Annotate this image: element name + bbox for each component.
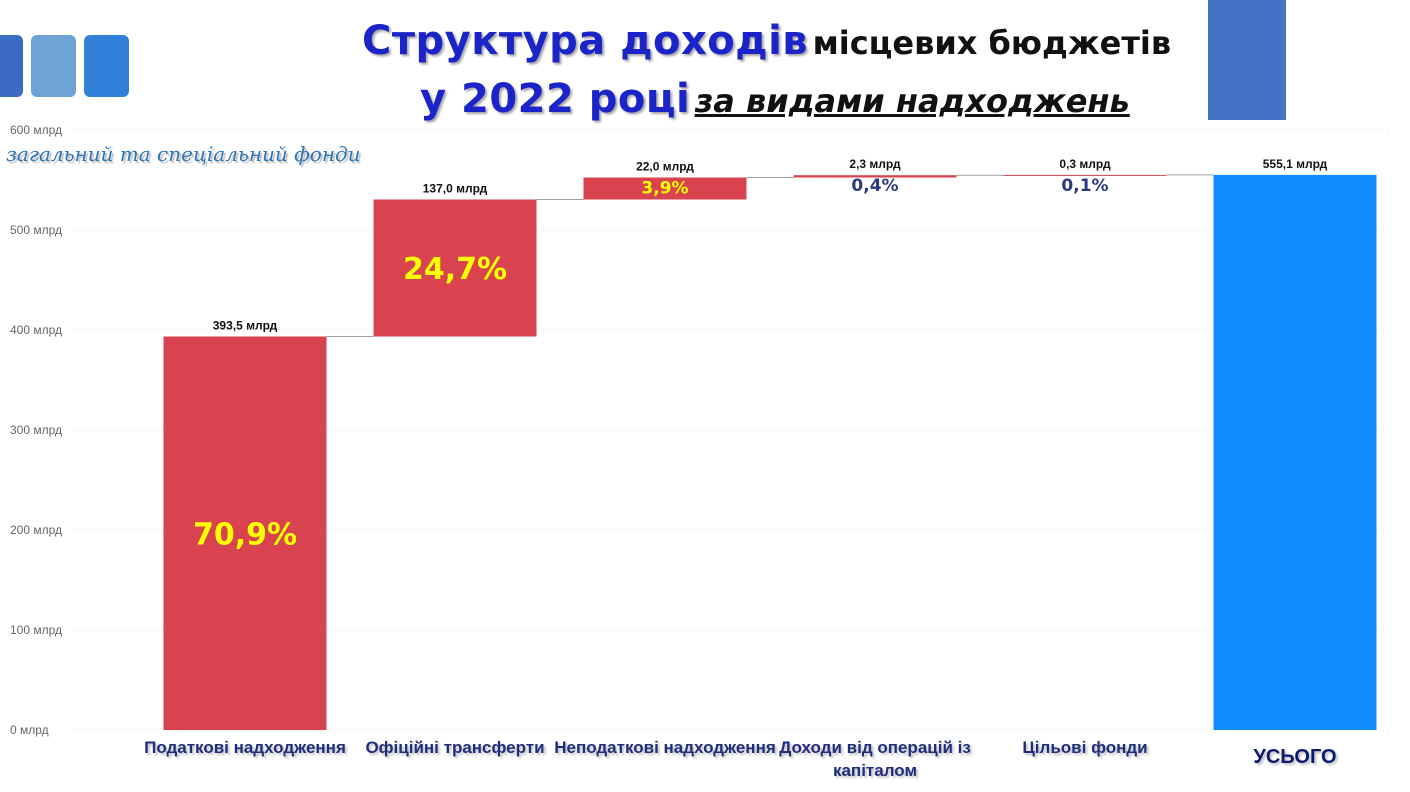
percent-label: 3,9% bbox=[641, 179, 688, 199]
data-value-label: 393,5 млрд bbox=[213, 319, 278, 333]
x-category-label: УСЬОГО bbox=[1253, 746, 1337, 768]
x-category-label: Неподаткові надходження bbox=[554, 738, 776, 757]
chart-subtitle: загальний та спеціальний фонди bbox=[6, 142, 361, 166]
chart-title-line1: Структура доходів місцевих бюджетів bbox=[362, 18, 1171, 64]
decor-square bbox=[31, 35, 76, 97]
bar bbox=[793, 175, 957, 178]
percent-label: 0,4% bbox=[851, 176, 898, 196]
x-category-label: Податкові надходження bbox=[144, 738, 346, 757]
data-value-label: 2,3 млрд bbox=[849, 157, 901, 171]
data-value-label: 22,0 млрд bbox=[636, 160, 694, 174]
bar bbox=[1003, 174, 1167, 176]
chart-title-line2: у 2022 році за видами надходжень bbox=[420, 76, 1130, 122]
data-value-label: 0,3 млрд bbox=[1059, 157, 1111, 171]
y-tick-label: 300 млрд bbox=[10, 423, 62, 437]
y-tick-label: 400 млрд bbox=[10, 323, 62, 337]
bar bbox=[163, 336, 327, 730]
bar bbox=[1213, 174, 1377, 730]
decor-rectangle bbox=[1208, 0, 1286, 120]
y-tick-label: 200 млрд bbox=[10, 523, 62, 537]
y-tick-label: 500 млрд bbox=[10, 223, 62, 237]
x-category-label: Доходи від операцій із капіталом bbox=[779, 738, 971, 780]
decor-square bbox=[84, 35, 129, 97]
x-category-label: Цільові фонди bbox=[1022, 738, 1148, 757]
x-category-label: Офіційні трансферти bbox=[365, 738, 545, 757]
title-part4: за видами надходжень bbox=[694, 82, 1130, 120]
y-tick-label: 100 млрд bbox=[10, 623, 62, 637]
data-value-label: 555,1 млрд bbox=[1263, 157, 1328, 171]
percent-label: 24,7% bbox=[403, 252, 507, 287]
title-part1: Структура доходів bbox=[362, 18, 809, 64]
title-part3: у 2022 році bbox=[420, 76, 691, 122]
y-tick-label: 0 млрд bbox=[10, 723, 49, 737]
title-part2: місцевих бюджетів bbox=[812, 24, 1172, 62]
percent-label: 0,1% bbox=[1061, 176, 1108, 196]
bar bbox=[583, 177, 747, 200]
decor-square bbox=[0, 35, 23, 97]
y-tick-label: 600 млрд bbox=[10, 123, 62, 137]
bar bbox=[373, 199, 537, 337]
data-value-label: 137,0 млрд bbox=[423, 182, 488, 196]
percent-label: 70,9% bbox=[193, 517, 297, 552]
